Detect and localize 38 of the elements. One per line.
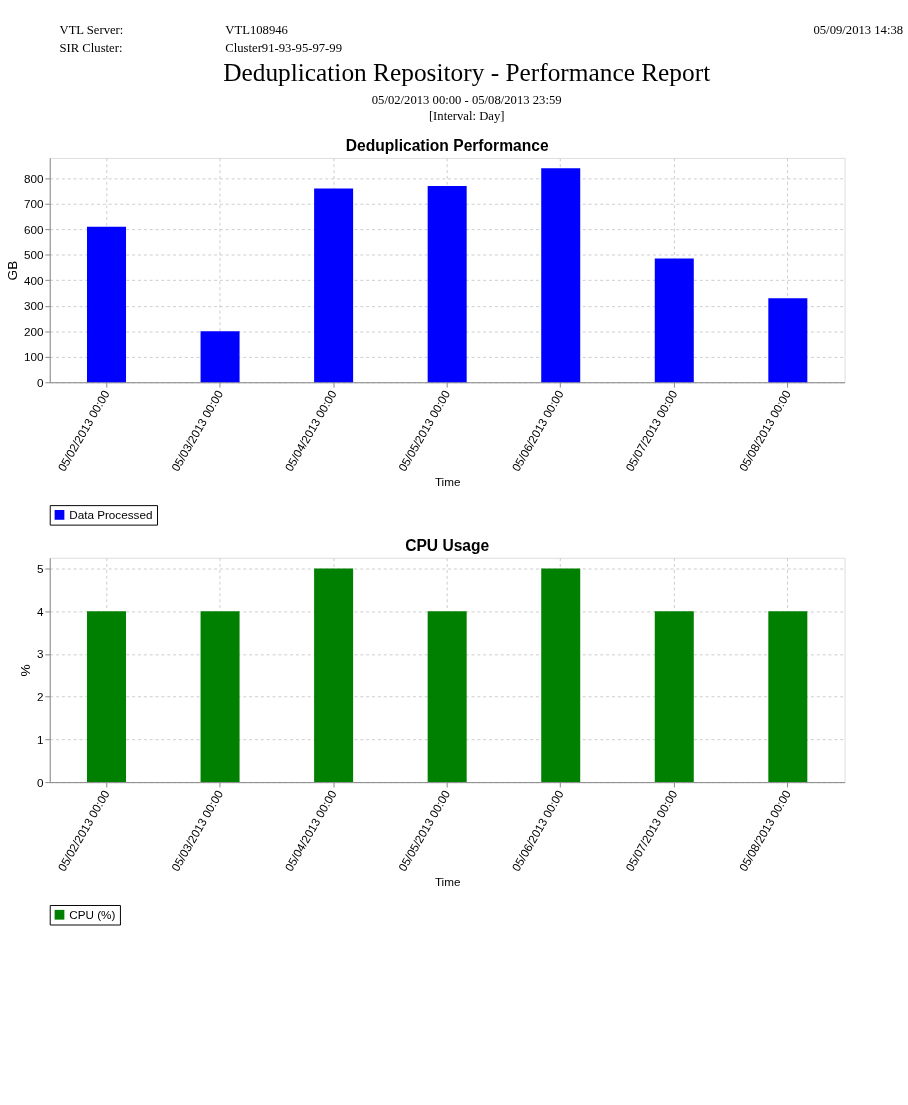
- bar: [200, 331, 240, 383]
- text: Deduplication Repository - Performance Report: [223, 57, 711, 86]
- legend-label: Data Processed: [69, 507, 153, 521]
- legend-label: CPU (%): [69, 907, 116, 921]
- y-tick-label: 500: [23, 248, 44, 262]
- y-tick-label: 700: [23, 197, 44, 211]
- text: 05/09/2013 14:38: [813, 23, 904, 38]
- y-tick-label: 400: [23, 273, 44, 287]
- y-axis-title: GB: [5, 260, 21, 281]
- bar: [314, 188, 354, 383]
- bar: [541, 168, 581, 383]
- y-tick-label: 100: [23, 350, 44, 364]
- y-tick-label: 2: [36, 690, 44, 704]
- y-tick-label: 0: [36, 775, 44, 789]
- y-tick-label: 300: [23, 299, 44, 313]
- text: Cluster91-93-95-97-99: [225, 40, 342, 55]
- bar: [427, 185, 467, 383]
- bar: [654, 258, 694, 383]
- y-axis-title: %: [18, 664, 34, 677]
- text: VTL Server:: [59, 23, 124, 38]
- text: SIR Cluster:: [59, 40, 123, 55]
- y-tick-label: 600: [23, 222, 44, 236]
- chart-title: CPU Usage: [405, 536, 490, 554]
- bar: [768, 298, 808, 383]
- text: VTL108946: [225, 23, 288, 38]
- text: 05/02/2013 00:00 - 05/08/2013 23:59: [371, 93, 562, 108]
- x-axis-title: Time: [434, 874, 461, 888]
- y-tick-label: 3: [36, 647, 44, 661]
- y-tick-label: 0: [36, 375, 44, 389]
- x-axis-title: Time: [434, 475, 461, 489]
- y-tick-label: 4: [36, 604, 44, 618]
- y-tick-label: 200: [23, 324, 44, 338]
- chart-title: Deduplication Performance: [345, 137, 549, 155]
- y-tick-label: 800: [23, 171, 44, 185]
- y-tick-label: 5: [36, 561, 44, 575]
- text: [Interval: Day]: [428, 108, 505, 123]
- bar: [87, 226, 127, 383]
- y-tick-label: 1: [36, 732, 44, 746]
